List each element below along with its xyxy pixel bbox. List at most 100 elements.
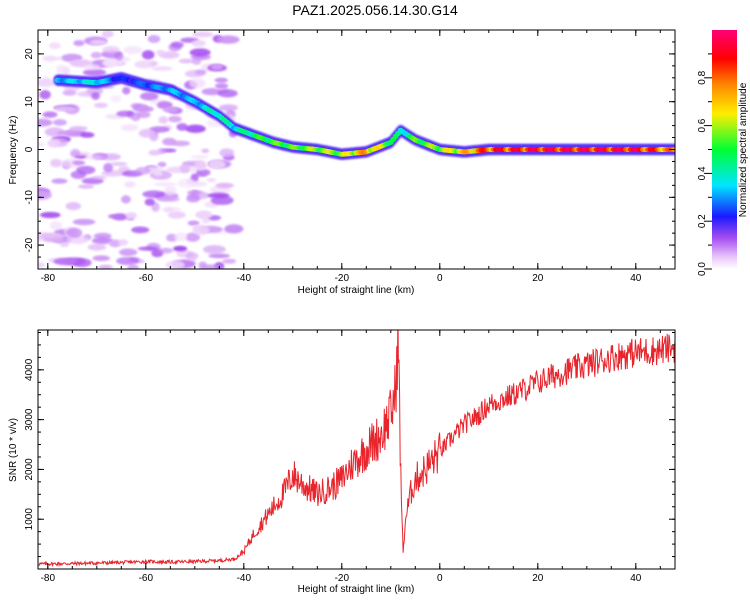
noise-blob bbox=[42, 56, 64, 61]
x-tick-label: -20 bbox=[335, 273, 350, 284]
noise-blob bbox=[49, 221, 63, 231]
y-tick-label: 4000 bbox=[24, 358, 35, 381]
noise-blob bbox=[91, 237, 114, 245]
noise-blob bbox=[173, 232, 188, 242]
x-tick-label: -80 bbox=[41, 573, 56, 584]
noise-blob bbox=[69, 126, 88, 132]
x-tick-label: 40 bbox=[630, 273, 642, 284]
noise-blob bbox=[90, 39, 107, 45]
colorbar: 0.0 0.2 0.4 0.6 0.8 Normalized spectral ampl… bbox=[697, 30, 749, 276]
noise-blob bbox=[127, 264, 140, 269]
noise-blob bbox=[56, 64, 67, 75]
noise-blob bbox=[70, 148, 81, 158]
x-tick-label: 0 bbox=[437, 573, 443, 584]
noise-blob bbox=[185, 232, 200, 242]
noise-blob bbox=[39, 90, 51, 100]
noise-blob bbox=[201, 148, 210, 154]
noise-blob bbox=[148, 149, 161, 156]
noise-blob bbox=[191, 189, 199, 197]
colorbar-ticks: 0.0 0.2 0.4 0.6 0.8 bbox=[697, 53, 712, 276]
noise-blob bbox=[56, 130, 76, 136]
noise-blob bbox=[156, 49, 165, 56]
noise-blob bbox=[189, 48, 211, 57]
noise-blob bbox=[191, 39, 206, 47]
noise-blob bbox=[120, 124, 139, 132]
noise-blob bbox=[42, 111, 58, 118]
noise-blob bbox=[151, 66, 173, 71]
noise-blob bbox=[176, 123, 188, 131]
noise-blob bbox=[116, 110, 134, 117]
noise-blob bbox=[192, 225, 210, 235]
noise-blob bbox=[173, 245, 188, 252]
noise-blob bbox=[162, 106, 179, 113]
noise-blob bbox=[125, 212, 137, 219]
spectrogram-panel: -80 -60 -40 -20 0 20 40 -20 -10 0 10 20 Height of … bbox=[8, 29, 676, 296]
x-tick-label: -40 bbox=[237, 573, 252, 584]
noise-blob bbox=[38, 142, 46, 147]
x-tick-label: 40 bbox=[630, 573, 642, 584]
noise-blob bbox=[134, 60, 155, 69]
noise-blob bbox=[42, 76, 51, 85]
noise-blob bbox=[217, 89, 238, 98]
noise-blob bbox=[208, 253, 230, 259]
noise-blob bbox=[98, 264, 113, 269]
noise-blob bbox=[147, 35, 161, 43]
noise-blob bbox=[222, 258, 237, 264]
noise-blob bbox=[193, 160, 206, 170]
noise-blob bbox=[91, 175, 107, 180]
noise-blob bbox=[101, 30, 114, 38]
x-tick-label: -20 bbox=[335, 573, 350, 584]
noise-blob bbox=[102, 45, 120, 54]
snr-y-label: SNR (10 * v/v) bbox=[8, 418, 19, 482]
chart-title: PAZ1.2025.056.14.30.G14 bbox=[292, 2, 458, 18]
noise-blob bbox=[192, 31, 214, 38]
noise-blob bbox=[206, 177, 216, 183]
noise-blob bbox=[202, 245, 226, 254]
noise-blob bbox=[116, 257, 139, 265]
spectrogram-ridge bbox=[53, 72, 675, 160]
noise-blob bbox=[76, 165, 96, 175]
noise-blob bbox=[215, 83, 229, 89]
noise-blob bbox=[140, 92, 159, 101]
noise-blob bbox=[201, 217, 211, 224]
noise-blob bbox=[78, 184, 94, 189]
x-tick-label: -40 bbox=[237, 273, 252, 284]
noise-blob bbox=[82, 68, 107, 77]
noise-blob bbox=[83, 63, 101, 71]
noise-blob bbox=[52, 119, 67, 126]
noise-blob bbox=[135, 167, 151, 175]
noise-blob bbox=[80, 132, 95, 138]
noise-blob bbox=[72, 160, 86, 166]
x-tick-label: -60 bbox=[139, 573, 154, 584]
noise-blob bbox=[131, 226, 150, 234]
colorbar-tick-label: 0.0 bbox=[697, 262, 708, 276]
noise-blob bbox=[93, 102, 108, 109]
noise-blob bbox=[110, 161, 128, 166]
spectrogram-x-ticks: -80 -60 -40 -20 0 20 40 bbox=[41, 30, 661, 284]
noise-blob bbox=[118, 239, 129, 246]
snr-series-line bbox=[38, 330, 675, 568]
noise-blob bbox=[90, 51, 102, 59]
noise-blob bbox=[137, 246, 158, 251]
y-tick-label: 20 bbox=[24, 48, 35, 60]
noise-blob bbox=[219, 148, 235, 158]
noise-blob bbox=[84, 154, 107, 160]
y-tick-label: 1000 bbox=[24, 508, 35, 531]
noise-blob bbox=[199, 264, 223, 269]
noise-blob bbox=[157, 161, 167, 168]
noise-blob bbox=[49, 42, 61, 50]
noise-blob bbox=[121, 195, 131, 204]
noise-blob bbox=[184, 70, 205, 78]
y-tick-label: 10 bbox=[24, 96, 35, 108]
x-tick-label: 0 bbox=[437, 273, 443, 284]
colorbar-tick-label: 0.4 bbox=[697, 166, 708, 180]
noise-blob bbox=[185, 124, 206, 133]
y-tick-label: -10 bbox=[24, 190, 35, 205]
noise-blob bbox=[144, 198, 155, 206]
noise-blob bbox=[136, 111, 151, 119]
noise-blob bbox=[224, 224, 244, 234]
y-tick-label: 2000 bbox=[24, 458, 35, 481]
noise-blob bbox=[211, 64, 223, 70]
snr-frame bbox=[37, 329, 676, 570]
